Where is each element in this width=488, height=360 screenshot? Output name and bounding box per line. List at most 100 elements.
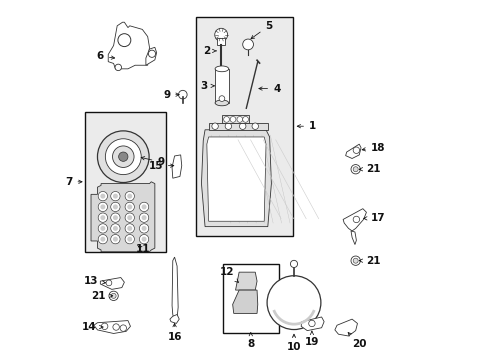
Text: 1: 1 [297, 121, 316, 131]
Circle shape [106, 280, 112, 286]
Circle shape [219, 96, 224, 102]
Circle shape [98, 213, 107, 222]
Polygon shape [343, 209, 366, 231]
Text: 8: 8 [246, 333, 254, 349]
Circle shape [223, 117, 229, 122]
Circle shape [352, 167, 357, 172]
Circle shape [237, 117, 242, 122]
Text: 17: 17 [363, 213, 385, 223]
Text: 10: 10 [286, 334, 301, 352]
Text: 15: 15 [148, 161, 173, 171]
Bar [196, 17, 292, 235]
Circle shape [111, 293, 116, 298]
Circle shape [125, 234, 134, 244]
Circle shape [119, 152, 128, 161]
Circle shape [139, 224, 148, 233]
Circle shape [350, 165, 360, 174]
Circle shape [127, 204, 132, 210]
Text: 21: 21 [359, 164, 379, 174]
Circle shape [290, 260, 297, 267]
Circle shape [127, 215, 132, 220]
Circle shape [110, 224, 120, 233]
Circle shape [214, 28, 227, 41]
Circle shape [139, 202, 148, 212]
Polygon shape [145, 47, 156, 65]
Text: 20: 20 [347, 333, 366, 349]
Circle shape [139, 234, 148, 244]
Circle shape [142, 226, 146, 231]
Text: 4: 4 [258, 84, 280, 94]
Text: 21: 21 [91, 291, 113, 301]
Circle shape [251, 123, 258, 130]
Text: 6: 6 [97, 51, 114, 61]
Circle shape [115, 64, 121, 71]
Bar [215, 69, 228, 103]
Polygon shape [169, 315, 179, 323]
Circle shape [113, 204, 118, 210]
Text: 13: 13 [84, 276, 105, 286]
Circle shape [105, 139, 141, 175]
Polygon shape [350, 231, 356, 244]
Text: 3: 3 [200, 81, 214, 91]
Circle shape [352, 258, 357, 263]
Text: 19: 19 [304, 331, 319, 347]
Circle shape [100, 226, 105, 231]
Bar [85, 112, 165, 252]
Circle shape [110, 192, 120, 201]
Circle shape [142, 204, 146, 210]
Circle shape [127, 226, 132, 231]
Polygon shape [235, 272, 257, 290]
Text: 9: 9 [163, 90, 179, 100]
Circle shape [113, 237, 118, 242]
Circle shape [125, 202, 134, 212]
Text: 5: 5 [250, 21, 272, 39]
Circle shape [125, 213, 134, 222]
Circle shape [110, 202, 120, 212]
Circle shape [118, 34, 131, 46]
Text: 9: 9 [141, 157, 164, 167]
Circle shape [100, 194, 105, 199]
Circle shape [224, 123, 231, 130]
Bar [217, 67, 224, 72]
Polygon shape [172, 257, 178, 318]
Polygon shape [91, 182, 155, 252]
Circle shape [127, 194, 132, 199]
Circle shape [112, 146, 134, 167]
Circle shape [113, 226, 118, 231]
Circle shape [98, 234, 107, 244]
Circle shape [100, 237, 105, 242]
Circle shape [125, 224, 134, 233]
Circle shape [127, 237, 132, 242]
Text: 14: 14 [82, 322, 102, 332]
Polygon shape [201, 130, 271, 226]
Circle shape [142, 237, 146, 242]
Circle shape [100, 204, 105, 210]
Circle shape [350, 256, 360, 265]
Text: 2: 2 [203, 46, 216, 56]
Polygon shape [172, 155, 182, 178]
Circle shape [97, 131, 149, 183]
Bar [223, 264, 278, 333]
Circle shape [100, 215, 105, 220]
Circle shape [113, 194, 118, 199]
Polygon shape [232, 290, 257, 314]
Circle shape [242, 117, 248, 122]
Circle shape [352, 216, 359, 223]
Bar [217, 39, 225, 45]
Circle shape [142, 215, 146, 220]
Circle shape [139, 213, 148, 222]
Text: 7: 7 [65, 177, 82, 187]
Circle shape [308, 320, 314, 327]
Circle shape [110, 234, 120, 244]
Polygon shape [206, 137, 265, 221]
Text: 18: 18 [362, 143, 385, 153]
Polygon shape [345, 144, 360, 158]
Circle shape [242, 39, 253, 50]
Circle shape [148, 50, 155, 57]
Bar [208, 123, 267, 130]
Text: 12: 12 [219, 267, 238, 282]
Circle shape [113, 324, 119, 330]
Circle shape [125, 192, 134, 201]
Circle shape [239, 123, 245, 130]
Circle shape [113, 215, 118, 220]
